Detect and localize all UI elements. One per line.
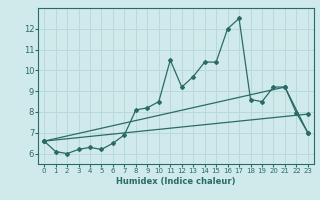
X-axis label: Humidex (Indice chaleur): Humidex (Indice chaleur) [116,177,236,186]
